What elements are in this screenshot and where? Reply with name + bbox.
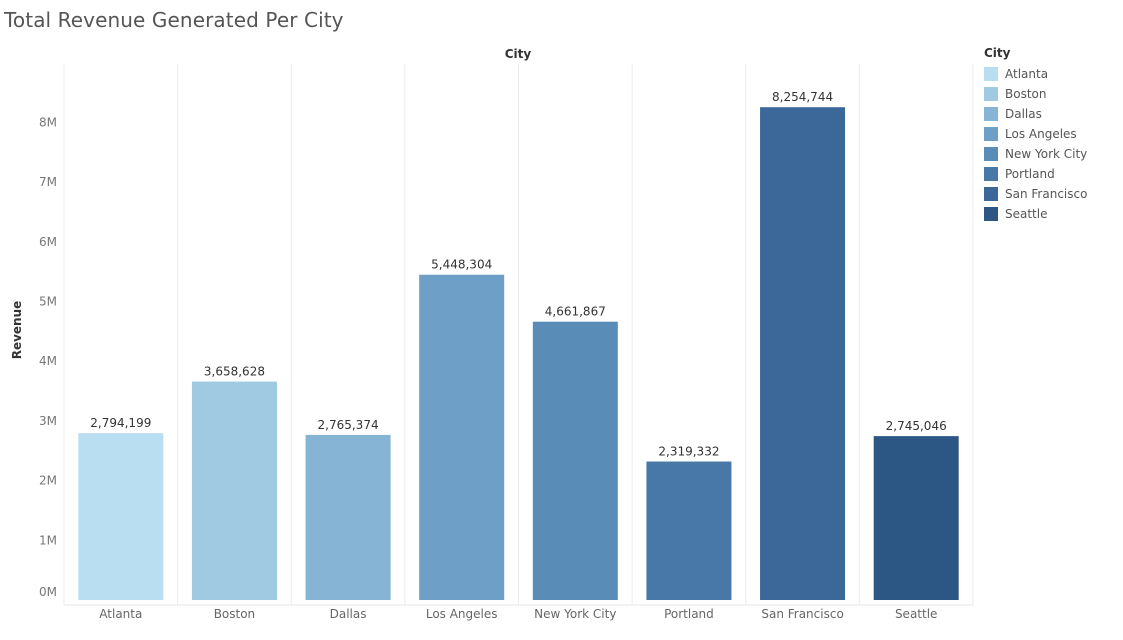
x-tick-label: Los Angeles — [426, 607, 498, 621]
data-label: 4,661,867 — [545, 305, 606, 319]
data-label: 2,745,046 — [886, 419, 947, 433]
legend-swatch — [984, 147, 998, 161]
bar[interactable] — [873, 436, 959, 600]
x-axis-ticks: Atlanta Boston Dallas Los Angeles New York C… — [99, 607, 937, 621]
legend-item[interactable]: New York City — [984, 144, 1119, 164]
y-tick-label: 6M — [39, 235, 57, 249]
legend-label: Boston — [1005, 87, 1047, 101]
y-tick-label: 8M — [39, 115, 57, 129]
bar[interactable] — [305, 434, 391, 600]
legend-label: San Francisco — [1005, 187, 1088, 201]
legend-label: Portland — [1005, 167, 1055, 181]
data-label: 2,794,199 — [90, 416, 151, 430]
x-tick-label: New York City — [534, 607, 616, 621]
legend-label: Atlanta — [1005, 67, 1049, 81]
column-header: City — [505, 47, 532, 61]
data-label: 2,765,374 — [318, 418, 379, 432]
bar[interactable] — [532, 321, 618, 600]
bar-chart: City Revenue 0M 1M 2M 3M 4M 5M 6M 7M 8M 2,794,19… — [10, 47, 974, 621]
y-axis-ticks: 0M 1M 2M 3M 4M 5M 6M 7M 8M — [39, 115, 57, 599]
legend-item[interactable]: Atlanta — [984, 64, 1119, 84]
data-label: 3,658,628 — [204, 365, 265, 379]
y-tick-label: 5M — [39, 295, 57, 309]
x-tick-label: Seattle — [895, 607, 937, 621]
legend-item[interactable]: San Francisco — [984, 184, 1119, 204]
y-tick-label: 4M — [39, 354, 57, 368]
y-tick-label: 2M — [39, 474, 57, 488]
y-tick-label: 1M — [39, 533, 57, 547]
x-tick-label: Atlanta — [99, 607, 142, 621]
x-tick-label: Boston — [214, 607, 255, 621]
chart-title: Total Revenue Generated Per City — [4, 8, 344, 32]
legend-title: City — [984, 46, 1011, 60]
y-axis-label: Revenue — [10, 301, 24, 360]
bar[interactable] — [419, 274, 505, 600]
legend-swatch — [984, 87, 998, 101]
legend-item[interactable]: Portland — [984, 164, 1119, 184]
x-tick-label: Dallas — [330, 607, 367, 621]
legend-item[interactable]: Dallas — [984, 104, 1119, 124]
legend-item[interactable]: Seattle — [984, 204, 1119, 224]
data-label: 5,448,304 — [431, 258, 492, 272]
bar[interactable] — [646, 461, 732, 600]
legend-swatch — [984, 67, 998, 81]
y-tick-label: 7M — [39, 175, 57, 189]
x-tick-label: San Francisco — [761, 607, 843, 621]
data-label: 8,254,744 — [772, 90, 833, 104]
legend-item[interactable]: Boston — [984, 84, 1119, 104]
x-tick-label: Portland — [664, 607, 714, 621]
legend-label: Los Angeles — [1005, 127, 1077, 141]
legend: City Atlanta Boston Dallas Los Angeles New Y… — [984, 46, 1119, 224]
legend-swatch — [984, 107, 998, 121]
legend-item[interactable]: Los Angeles — [984, 124, 1119, 144]
y-tick-label: 3M — [39, 414, 57, 428]
data-label: 2,319,332 — [658, 445, 719, 459]
y-tick-label: 0M — [39, 585, 57, 599]
bars: 2,794,199 3,658,628 2,765,374 5,448,304 4,66… — [78, 90, 959, 601]
legend-label: Dallas — [1005, 107, 1042, 121]
bar[interactable] — [191, 381, 277, 600]
bar[interactable] — [78, 433, 164, 600]
legend-swatch — [984, 207, 998, 221]
legend-swatch — [984, 127, 998, 141]
legend-label: New York City — [1005, 147, 1088, 161]
legend-swatch — [984, 187, 998, 201]
legend-label: Seattle — [1005, 207, 1048, 221]
bar[interactable] — [760, 107, 846, 601]
column-dividers — [63, 64, 974, 606]
legend-swatch — [984, 167, 998, 181]
legend-items: Atlanta Boston Dallas Los Angeles New York C… — [984, 64, 1119, 224]
